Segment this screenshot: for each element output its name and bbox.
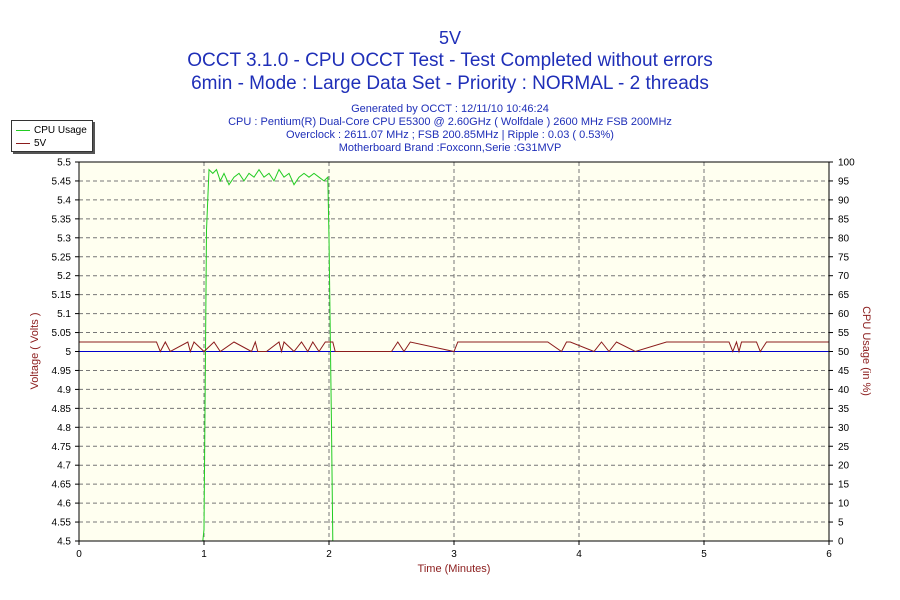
- legend-item-5v: 5V: [16, 137, 46, 149]
- y2-tick-label: 5: [838, 518, 844, 529]
- chart-title: 5V: [438, 28, 462, 48]
- y2-tick-label: 65: [838, 290, 850, 301]
- x-tick-label: 0: [76, 549, 82, 560]
- x-axis-ticks: 0 1 2 3 4 5 6: [76, 541, 832, 560]
- y2-tick-label: 75: [838, 252, 850, 263]
- y-tick-label: 4.55: [52, 518, 72, 529]
- y-tick-label: 5: [65, 347, 71, 358]
- x-tick-label: 6: [826, 549, 832, 560]
- y-tick-label: 5.15: [52, 290, 72, 301]
- y-tick-label: 5.2: [57, 271, 71, 282]
- y-tick-label: 5.1: [57, 309, 71, 320]
- series-group: [79, 168, 829, 542]
- y-tick-label: 5.4: [57, 195, 71, 206]
- info-cpu: CPU : Pentium(R) Dual-Core CPU E5300 @ 2…: [228, 116, 672, 128]
- y2-axis-label: CPU Usage (in %): [860, 306, 872, 396]
- legend: CPU Usage 5V: [11, 120, 93, 152]
- y2-tick-label: 30: [838, 423, 850, 434]
- info-motherboard: Motherboard Brand :Foxconn,Serie :G31MVP: [338, 142, 562, 154]
- info-overclock: Overclock : 2611.07 MHz ; FSB 200.85MHz …: [286, 129, 614, 141]
- y-tick-label: 4.5: [57, 537, 71, 548]
- y2-tick-label: 90: [838, 195, 850, 206]
- legend-label-cpu-usage: CPU Usage: [34, 124, 87, 136]
- y-tick-label: 4.7: [57, 461, 71, 472]
- y-tick-label: 4.8: [57, 423, 71, 434]
- y-tick-label: 5.45: [52, 176, 72, 187]
- y2-tick-label: 95: [838, 176, 850, 187]
- x-tick-label: 1: [201, 549, 207, 560]
- y-tick-label: 4.6: [57, 499, 71, 510]
- y-tick-label: 4.95: [52, 366, 72, 377]
- y2-tick-label: 15: [838, 480, 850, 491]
- y2-tick-label: 20: [838, 461, 850, 472]
- y-tick-label: 4.75: [52, 442, 72, 453]
- x-tick-label: 2: [326, 549, 332, 560]
- x-tick-label: 5: [701, 549, 707, 560]
- y2-tick-label: 70: [838, 271, 850, 282]
- y-tick-label: 5.05: [52, 328, 72, 339]
- y-axis-label: Voltage ( Volts ): [29, 312, 41, 389]
- y-tick-label: 5.5: [57, 158, 71, 169]
- y2-tick-label: 100: [838, 158, 855, 169]
- y-tick-label: 4.65: [52, 480, 72, 491]
- series-line-5v: [79, 340, 829, 354]
- y-tick-label: 5.35: [52, 214, 72, 225]
- y-axis-ticks: 4.5 4.55 4.6 4.65 4.7 4.75 4.8 4.85 4.9 4.95 5 5.05…: [52, 158, 79, 548]
- legend-swatch-5v: [16, 142, 30, 144]
- series-line-cpu-usage: [202, 168, 334, 542]
- y2-axis-ticks: 0 5 10 15 20 25 30 35 40 45 50 55 60 65 70 75 80 85 90 95 10…: [829, 158, 855, 548]
- y2-tick-label: 55: [838, 328, 850, 339]
- legend-item-cpu-usage: CPU Usage: [16, 124, 87, 136]
- info-generated: Generated by OCCT : 12/11/10 10:46:24: [351, 103, 549, 115]
- y2-tick-label: 25: [838, 442, 850, 453]
- y2-tick-label: 45: [838, 366, 850, 377]
- x-axis-label: Time (Minutes): [418, 563, 491, 575]
- legend-swatch-cpu-usage: [16, 129, 30, 131]
- y-tick-label: 4.85: [52, 404, 72, 415]
- y2-tick-label: 40: [838, 385, 850, 396]
- legend-label-5v: 5V: [34, 137, 47, 149]
- x-tick-label: 4: [576, 549, 582, 560]
- y-tick-label: 4.9: [57, 385, 71, 396]
- y2-tick-label: 85: [838, 214, 850, 225]
- chart-subtitle-mode: 6min - Mode : Large Data Set - Priority …: [191, 73, 709, 94]
- y2-tick-label: 0: [838, 537, 844, 548]
- y2-tick-label: 10: [838, 499, 850, 510]
- x-tick-label: 3: [451, 549, 457, 560]
- y-tick-label: 5.25: [52, 252, 72, 263]
- y2-tick-label: 35: [838, 404, 850, 415]
- y-tick-label: 5.3: [57, 233, 71, 244]
- chart-subtitle-test: OCCT 3.1.0 - CPU OCCT Test - Test Comple…: [187, 50, 713, 71]
- y2-tick-label: 60: [838, 309, 850, 320]
- y2-tick-label: 80: [838, 233, 850, 244]
- y2-tick-label: 50: [838, 347, 850, 358]
